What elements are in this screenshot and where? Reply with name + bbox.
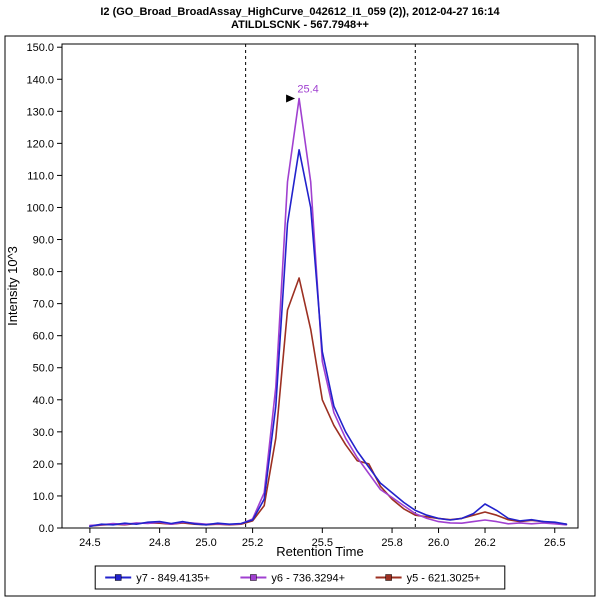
y-tick-label: 100.0 bbox=[26, 202, 54, 214]
trace-y7 bbox=[89, 149, 568, 528]
chart-title-line1: I2 (GO_Broad_BroadAssay_HighCurve_042612… bbox=[100, 6, 500, 18]
x-tick-label: 26.2 bbox=[474, 537, 495, 549]
legend: y7 - 849.4135+ y6 - 736.3294+ y5 - 621.302… bbox=[94, 565, 506, 590]
legend-label: y7 - 849.4135+ bbox=[136, 573, 210, 585]
y-tick-label: 80.0 bbox=[33, 267, 54, 279]
y-tick-label: 150.0 bbox=[26, 42, 54, 54]
y-tick-label: 20.0 bbox=[33, 459, 54, 471]
y-tick-label: 50.0 bbox=[33, 363, 54, 375]
x-tick-label: 25.5 bbox=[312, 537, 333, 549]
y-tick-label: 70.0 bbox=[33, 299, 54, 311]
y-tick-label: 0.0 bbox=[39, 523, 54, 535]
y-tick-label: 30.0 bbox=[33, 427, 54, 439]
y-axis-label: Intensity 10^3 bbox=[5, 246, 20, 326]
x-axis-label: Retention Time bbox=[276, 544, 363, 559]
chromatogram-traces bbox=[89, 97, 568, 528]
y-tick-label: 90.0 bbox=[33, 235, 54, 247]
x-tick-label: 24.5 bbox=[79, 537, 100, 549]
y-tick-label: 110.0 bbox=[27, 170, 54, 182]
y-tick-label: 40.0 bbox=[33, 395, 54, 407]
legend-marker bbox=[114, 574, 122, 581]
x-tick-label: 24.8 bbox=[149, 537, 170, 549]
plot-area[interactable] bbox=[61, 43, 579, 529]
chart-title-line2: ATILDLSCNK - 567.7948++ bbox=[231, 19, 369, 31]
legend-box bbox=[94, 565, 506, 590]
integration-boundaries[interactable] bbox=[245, 44, 416, 528]
legend-marker bbox=[250, 574, 257, 581]
y-tick-label: 10.0 bbox=[33, 491, 54, 503]
x-tick-label: 25.0 bbox=[195, 537, 216, 549]
x-tick-label: 26.5 bbox=[544, 537, 565, 549]
x-tick-label: 25.8 bbox=[381, 537, 402, 549]
x-tick-label: 25.2 bbox=[242, 537, 263, 549]
legend-marker bbox=[385, 574, 392, 581]
y-tick-label: 130.0 bbox=[26, 106, 54, 118]
legend-label: y5 - 621.3025+ bbox=[407, 573, 481, 585]
legend-label: y6 - 736.3294+ bbox=[271, 573, 345, 585]
y-tick-label: 140.0 bbox=[26, 74, 54, 86]
peak-pointer-icon bbox=[286, 94, 296, 103]
axis-ticks: 0.0 10.0 20.0 30.0 40.0 50.0 60.0 70.0 80.0 90.0 1… bbox=[26, 42, 565, 549]
y-tick-label: 120.0 bbox=[26, 138, 54, 150]
y-tick-label: 60.0 bbox=[33, 331, 54, 343]
peak-annotation-group: 25.4 bbox=[286, 83, 319, 103]
x-tick-label: 26.0 bbox=[428, 537, 449, 549]
pane-border bbox=[4, 35, 596, 597]
peak-rt-annotation: 25.4 bbox=[297, 83, 318, 95]
